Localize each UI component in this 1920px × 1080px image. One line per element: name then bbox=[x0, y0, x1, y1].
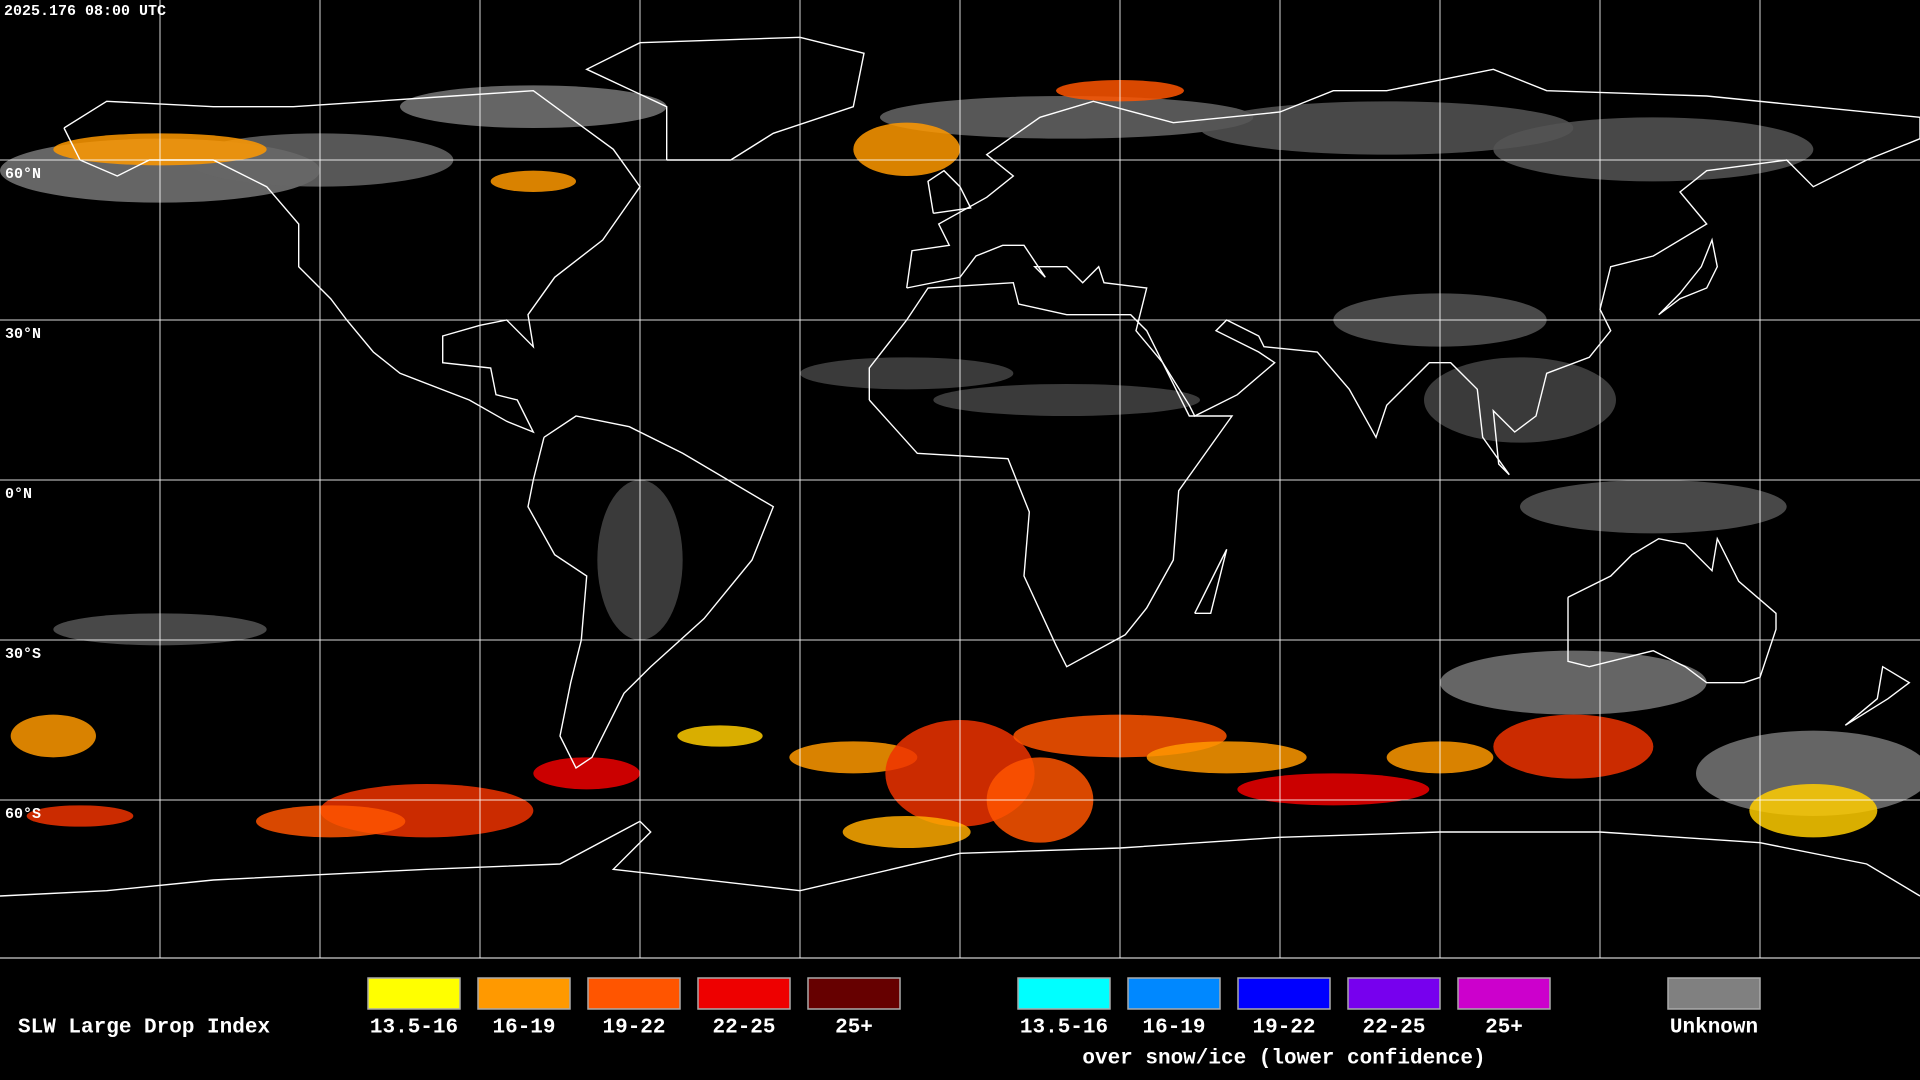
coastline bbox=[868, 281, 1234, 668]
latitude-label: 0°N bbox=[5, 486, 32, 503]
cloud-patch bbox=[853, 122, 960, 176]
coastline bbox=[927, 169, 972, 214]
legend-label: 19-22 bbox=[602, 1017, 665, 1040]
legend-label: 16-19 bbox=[1142, 1017, 1205, 1040]
legend-swatch bbox=[477, 977, 571, 1010]
legend-title: SLW Large Drop Index bbox=[18, 1017, 270, 1040]
coastline bbox=[1194, 548, 1228, 614]
legend-label: 16-19 bbox=[492, 1017, 555, 1040]
cloud-patch bbox=[880, 96, 1254, 139]
cloud-patch bbox=[1200, 101, 1574, 155]
legend-swatch bbox=[587, 977, 681, 1010]
cloud-patch bbox=[10, 714, 96, 758]
cloud-patch bbox=[400, 85, 667, 128]
cloud-patch bbox=[1493, 117, 1814, 182]
cloud-patch bbox=[1749, 784, 1878, 838]
cloud-patch bbox=[1424, 357, 1616, 443]
legend-label: 19-22 bbox=[1252, 1017, 1315, 1040]
coastline bbox=[63, 89, 641, 434]
cloud-patch bbox=[800, 357, 1014, 390]
legend-label: 22-25 bbox=[1362, 1017, 1425, 1040]
coastline bbox=[906, 68, 1920, 476]
cloud-patch bbox=[1440, 650, 1707, 715]
coastline bbox=[1567, 536, 1777, 684]
cloud-patch bbox=[1237, 773, 1430, 806]
cloud-patch bbox=[677, 725, 763, 747]
graticule bbox=[0, 0, 1920, 958]
cloud-patch bbox=[933, 384, 1200, 416]
legend-label: 13.5-16 bbox=[370, 1017, 458, 1040]
latitude-label: 60°N bbox=[5, 166, 41, 183]
cloud-patch bbox=[842, 816, 971, 848]
legend-swatch bbox=[1017, 977, 1111, 1010]
cloud-patch bbox=[1520, 480, 1787, 534]
legend-swatch bbox=[1667, 977, 1761, 1010]
legend-label: 25+ bbox=[835, 1017, 873, 1040]
cloud-patch bbox=[1146, 741, 1307, 774]
legend-swatch bbox=[1347, 977, 1441, 1010]
coastline bbox=[1658, 237, 1719, 316]
cloud-patch bbox=[26, 805, 134, 827]
cloud-patch bbox=[1493, 714, 1654, 779]
legend-swatch bbox=[1237, 977, 1331, 1010]
cloud-patch bbox=[490, 170, 576, 192]
legend: SLW Large Drop Index 13.5-16 16-19 19-22 22-… bbox=[18, 977, 1761, 1071]
legend-swatch bbox=[1457, 977, 1551, 1010]
cloud-patch bbox=[256, 805, 406, 838]
legend-caption: over snow/ice (lower confidence) bbox=[1082, 1048, 1485, 1071]
legend-swatch bbox=[697, 977, 791, 1010]
coastline bbox=[585, 36, 865, 161]
legend-label: 13.5-16 bbox=[1020, 1017, 1108, 1040]
timestamp: 2025.176 08:00 UTC bbox=[4, 3, 166, 20]
legend-swatch bbox=[1127, 977, 1221, 1010]
latitude-label: 30°S bbox=[5, 646, 41, 663]
legend-label: 22-25 bbox=[712, 1017, 775, 1040]
cloud-patch bbox=[789, 741, 918, 774]
legend-label: Unknown bbox=[1670, 1017, 1758, 1040]
cloud-patch bbox=[533, 757, 640, 790]
coastline bbox=[527, 415, 775, 770]
cloud-layer bbox=[0, 80, 1920, 848]
latitude-labels: 60°N 30°N 0°N 30°S 60°S bbox=[5, 166, 41, 823]
latitude-label: 60°S bbox=[5, 806, 41, 823]
legend-label: 25+ bbox=[1485, 1017, 1523, 1040]
coastline bbox=[1844, 665, 1911, 726]
legend-swatch bbox=[367, 977, 461, 1010]
latitude-label: 30°N bbox=[5, 326, 41, 343]
legend-swatch bbox=[807, 977, 901, 1010]
